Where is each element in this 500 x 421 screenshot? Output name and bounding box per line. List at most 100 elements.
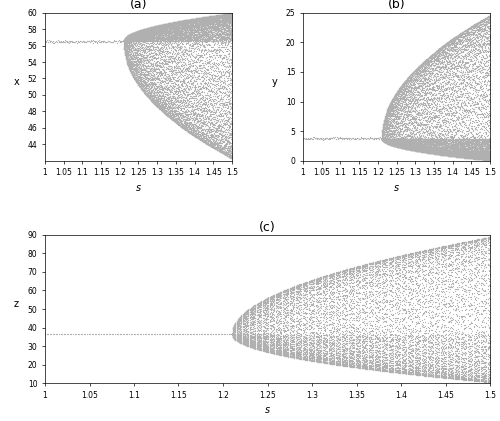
Point (201, 139, 209, 146)
Point (418, 62, 426, 69)
Point (163, 36, 171, 43)
Point (445, 111, 453, 117)
Point (124, 33, 132, 40)
Point (429, 144, 437, 150)
Point (422, 99, 430, 106)
Point (442, 135, 450, 142)
Point (412, 268, 420, 274)
Point (410, 260, 418, 266)
Point (454, 139, 462, 145)
Point (149, 98, 157, 104)
Point (321, 296, 329, 303)
Point (203, 14, 211, 21)
Point (380, 138, 388, 145)
Point (142, 30, 150, 37)
Point (396, 264, 404, 271)
Point (453, 301, 461, 308)
Point (358, 261, 366, 268)
Point (192, 17, 200, 24)
Point (360, 330, 368, 336)
Point (416, 254, 424, 261)
Point (468, 239, 476, 246)
Point (258, 345, 266, 352)
Point (200, 125, 207, 132)
Point (434, 94, 442, 101)
Point (252, 315, 260, 322)
Point (162, 48, 170, 54)
Point (216, 21, 224, 28)
Point (324, 345, 332, 352)
Point (47, 38, 55, 45)
Point (204, 35, 212, 42)
Point (163, 20, 171, 27)
Point (431, 111, 439, 118)
Point (138, 32, 146, 39)
Point (376, 360, 384, 366)
Point (170, 63, 177, 70)
Point (221, 35, 229, 41)
Point (367, 306, 375, 313)
Point (154, 27, 162, 34)
Point (166, 109, 173, 115)
Point (419, 141, 427, 148)
Point (137, 57, 145, 64)
Point (401, 144, 409, 151)
Point (411, 138, 419, 145)
Point (465, 374, 473, 381)
Point (240, 333, 248, 340)
Point (214, 44, 222, 51)
Point (422, 65, 430, 72)
Point (346, 136, 354, 142)
Point (194, 116, 202, 123)
Point (474, 27, 482, 34)
Point (186, 26, 194, 32)
Point (422, 350, 430, 357)
Point (416, 257, 424, 264)
Point (382, 109, 390, 115)
Point (414, 142, 422, 149)
Point (327, 272, 335, 279)
Point (130, 37, 138, 44)
Point (126, 32, 134, 39)
Point (145, 48, 153, 55)
Point (225, 35, 233, 42)
Point (418, 106, 426, 112)
Point (388, 342, 396, 349)
Point (467, 372, 475, 379)
Point (226, 13, 234, 20)
Point (216, 32, 224, 38)
Point (462, 154, 470, 160)
Point (442, 151, 450, 158)
Point (358, 302, 366, 309)
Point (404, 146, 412, 152)
Point (440, 104, 448, 111)
Point (261, 312, 269, 318)
Point (292, 343, 300, 349)
Point (132, 72, 140, 79)
Point (425, 149, 433, 156)
Point (168, 20, 175, 27)
Point (480, 251, 488, 258)
Point (172, 26, 180, 33)
Point (398, 253, 406, 260)
Point (306, 135, 314, 142)
Point (203, 70, 211, 77)
Point (235, 337, 243, 344)
Point (346, 331, 354, 338)
Point (321, 346, 329, 352)
Point (438, 364, 446, 371)
Point (444, 276, 452, 282)
Point (218, 55, 226, 61)
Point (440, 321, 448, 328)
Point (452, 274, 460, 280)
Point (414, 112, 422, 119)
Point (400, 348, 408, 355)
Point (342, 358, 350, 365)
Point (452, 363, 460, 370)
Point (214, 107, 222, 114)
Point (164, 22, 172, 29)
Point (318, 358, 326, 365)
Point (146, 29, 154, 36)
Point (147, 65, 155, 72)
Point (130, 35, 138, 42)
